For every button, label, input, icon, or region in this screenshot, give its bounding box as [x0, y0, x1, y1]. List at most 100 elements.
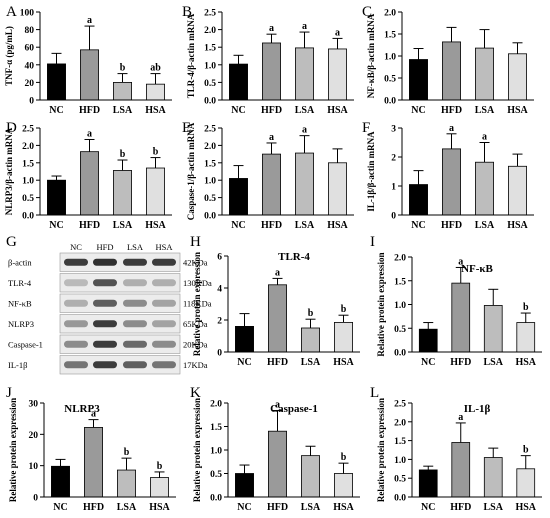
bar-hfd: [268, 430, 287, 498]
blot-strip-1: [59, 273, 181, 293]
y-tick-label: 1.0: [384, 53, 396, 63]
y-axis-label: Relative protein expression: [192, 398, 202, 502]
y-tick-label: 1.0: [394, 301, 406, 311]
y-tick-label: 3: [391, 125, 396, 135]
chart-panel-c: C NC HFD LSA HSA 0.0 0.5 1.0 1.5 2.0 NF-κB/β-actin…: [362, 4, 534, 116]
x-tick-label: NC: [237, 357, 251, 368]
bar-lsa: [483, 305, 503, 353]
significance-letter: b: [153, 147, 159, 158]
x-tick-label: LSA: [113, 220, 133, 231]
y-tick-label: 2.0: [394, 254, 406, 264]
lane-label: HSA: [155, 242, 173, 252]
panel-letter: J: [6, 385, 12, 401]
x-tick-label: HSA: [515, 502, 536, 513]
bar-lsa: [483, 457, 503, 498]
significance-letter: b: [124, 447, 130, 458]
blot-protein-label: TLR-4: [8, 278, 32, 288]
y-tick-label: 2: [391, 154, 396, 164]
blot-band: [152, 361, 176, 369]
chart-panel-k: K Caspase-1 NC a HFD LSA b HSA 0.0 0.5 1.0 1.5 2.0 Re…: [190, 385, 360, 513]
bar-nc: [418, 469, 438, 498]
x-tick-label: NC: [231, 220, 245, 231]
chart-panel-l: L IL-1β NC a HFD LSA b HSA 0.0 0.5 1.0 1.5 2.0 2.5 Rel…: [370, 385, 542, 513]
blot-band: [93, 258, 117, 266]
y-axis-label: TLR-4/β-actin mRNA: [186, 13, 196, 98]
y-tick-label: 4: [217, 285, 222, 295]
blot-band: [93, 361, 117, 369]
x-tick-label: HSA: [149, 502, 170, 513]
bar-nc: [235, 473, 254, 498]
y-tick-label: 2.5: [204, 125, 216, 135]
blot-size-label: 17KDa: [183, 360, 208, 370]
y-axis-label: Relative protein expression: [376, 398, 386, 502]
y-tick-label: 2.0: [210, 400, 222, 410]
blot-membrane: [59, 252, 181, 272]
y-tick-label: 0: [33, 494, 38, 504]
chart-title: TLR-4: [278, 251, 310, 263]
y-tick-label: 2.5: [394, 400, 406, 410]
lane-label: LSA: [127, 242, 144, 252]
blot-protein-label: NLRP3: [8, 319, 34, 329]
blot-size-label: 42KDa: [183, 257, 208, 267]
bar-lsa: [113, 170, 132, 216]
bar-hfd: [80, 49, 99, 101]
bar-nc: [51, 465, 70, 498]
bar-nc: [409, 184, 428, 216]
y-tick-label: 60: [25, 44, 35, 54]
y-tick-label: 30: [29, 400, 39, 410]
x-tick-label: LSA: [484, 357, 504, 368]
y-axis-label: Relative protein expression: [192, 252, 202, 356]
significance-letter: b: [523, 445, 529, 456]
x-tick-label: HFD: [267, 357, 288, 368]
y-tick-label: 20: [25, 79, 35, 89]
bar-hfd: [442, 41, 461, 101]
chart-title: NF-κB: [461, 263, 493, 275]
x-tick-label: HFD: [261, 220, 282, 231]
x-tick-label: LSA: [301, 502, 321, 513]
y-axis-label: Relative protein expression: [376, 252, 386, 356]
blot-band: [64, 340, 88, 348]
blot-band: [93, 279, 117, 287]
significance-letter: b: [523, 302, 529, 313]
bar-hsa: [146, 167, 165, 216]
y-tick-label: 0.0: [210, 494, 222, 504]
significance-letter: a: [87, 128, 92, 139]
bar-lsa: [117, 469, 136, 498]
bar-lsa: [475, 161, 494, 216]
x-tick-label: HFD: [79, 105, 100, 116]
y-tick-label: 100: [20, 9, 35, 19]
y-tick-label: 1.5: [210, 423, 222, 433]
x-tick-label: HSA: [145, 105, 166, 116]
y-tick-label: 0.5: [204, 79, 216, 89]
blot-band: [93, 299, 117, 307]
chart-panel-b: B NC a HFD a LSA a HSA 0.0 0.5 1.0 1.5 2.0 2.5 TLR-4/β…: [182, 4, 354, 116]
y-tick-label: 0: [217, 349, 222, 359]
blot-band: [123, 340, 147, 348]
y-tick-label: 0.5: [210, 470, 222, 480]
bar-hsa: [328, 48, 347, 101]
significance-letter: a: [91, 409, 96, 420]
x-tick-label: HSA: [327, 105, 348, 116]
blot-membrane: [59, 314, 181, 334]
significance-letter: b: [120, 63, 126, 74]
y-tick-label: 0.5: [394, 475, 406, 485]
x-tick-label: HSA: [145, 220, 166, 231]
blot-band: [152, 340, 176, 348]
y-tick-label: 2.0: [22, 142, 34, 152]
y-tick-label: 2.5: [22, 125, 34, 135]
y-tick-label: 0: [391, 212, 396, 222]
bar-lsa: [113, 82, 132, 101]
significance-letter: a: [458, 412, 463, 423]
x-tick-label: NC: [421, 357, 435, 368]
x-tick-label: LSA: [301, 357, 321, 368]
x-tick-label: LSA: [295, 220, 315, 231]
y-axis-label: Caspase-1/β-actin mRNA: [186, 122, 196, 220]
chart-panel-i: I NF-κB NC a HFD LSA b HSA 0.0 0.5 1.0 1.5 2.0 Relati…: [370, 234, 542, 368]
x-tick-label: NC: [237, 502, 251, 513]
y-tick-label: 1.0: [204, 61, 216, 71]
significance-letter: a: [449, 123, 454, 134]
lane-label: NC: [70, 242, 82, 252]
blot-strip-4: [59, 334, 181, 354]
chart-panel-e: E NC a HFD a LSA HSA 0.0 0.5 1.0 1.5 2.0 2.5 Caspase-…: [182, 120, 354, 231]
